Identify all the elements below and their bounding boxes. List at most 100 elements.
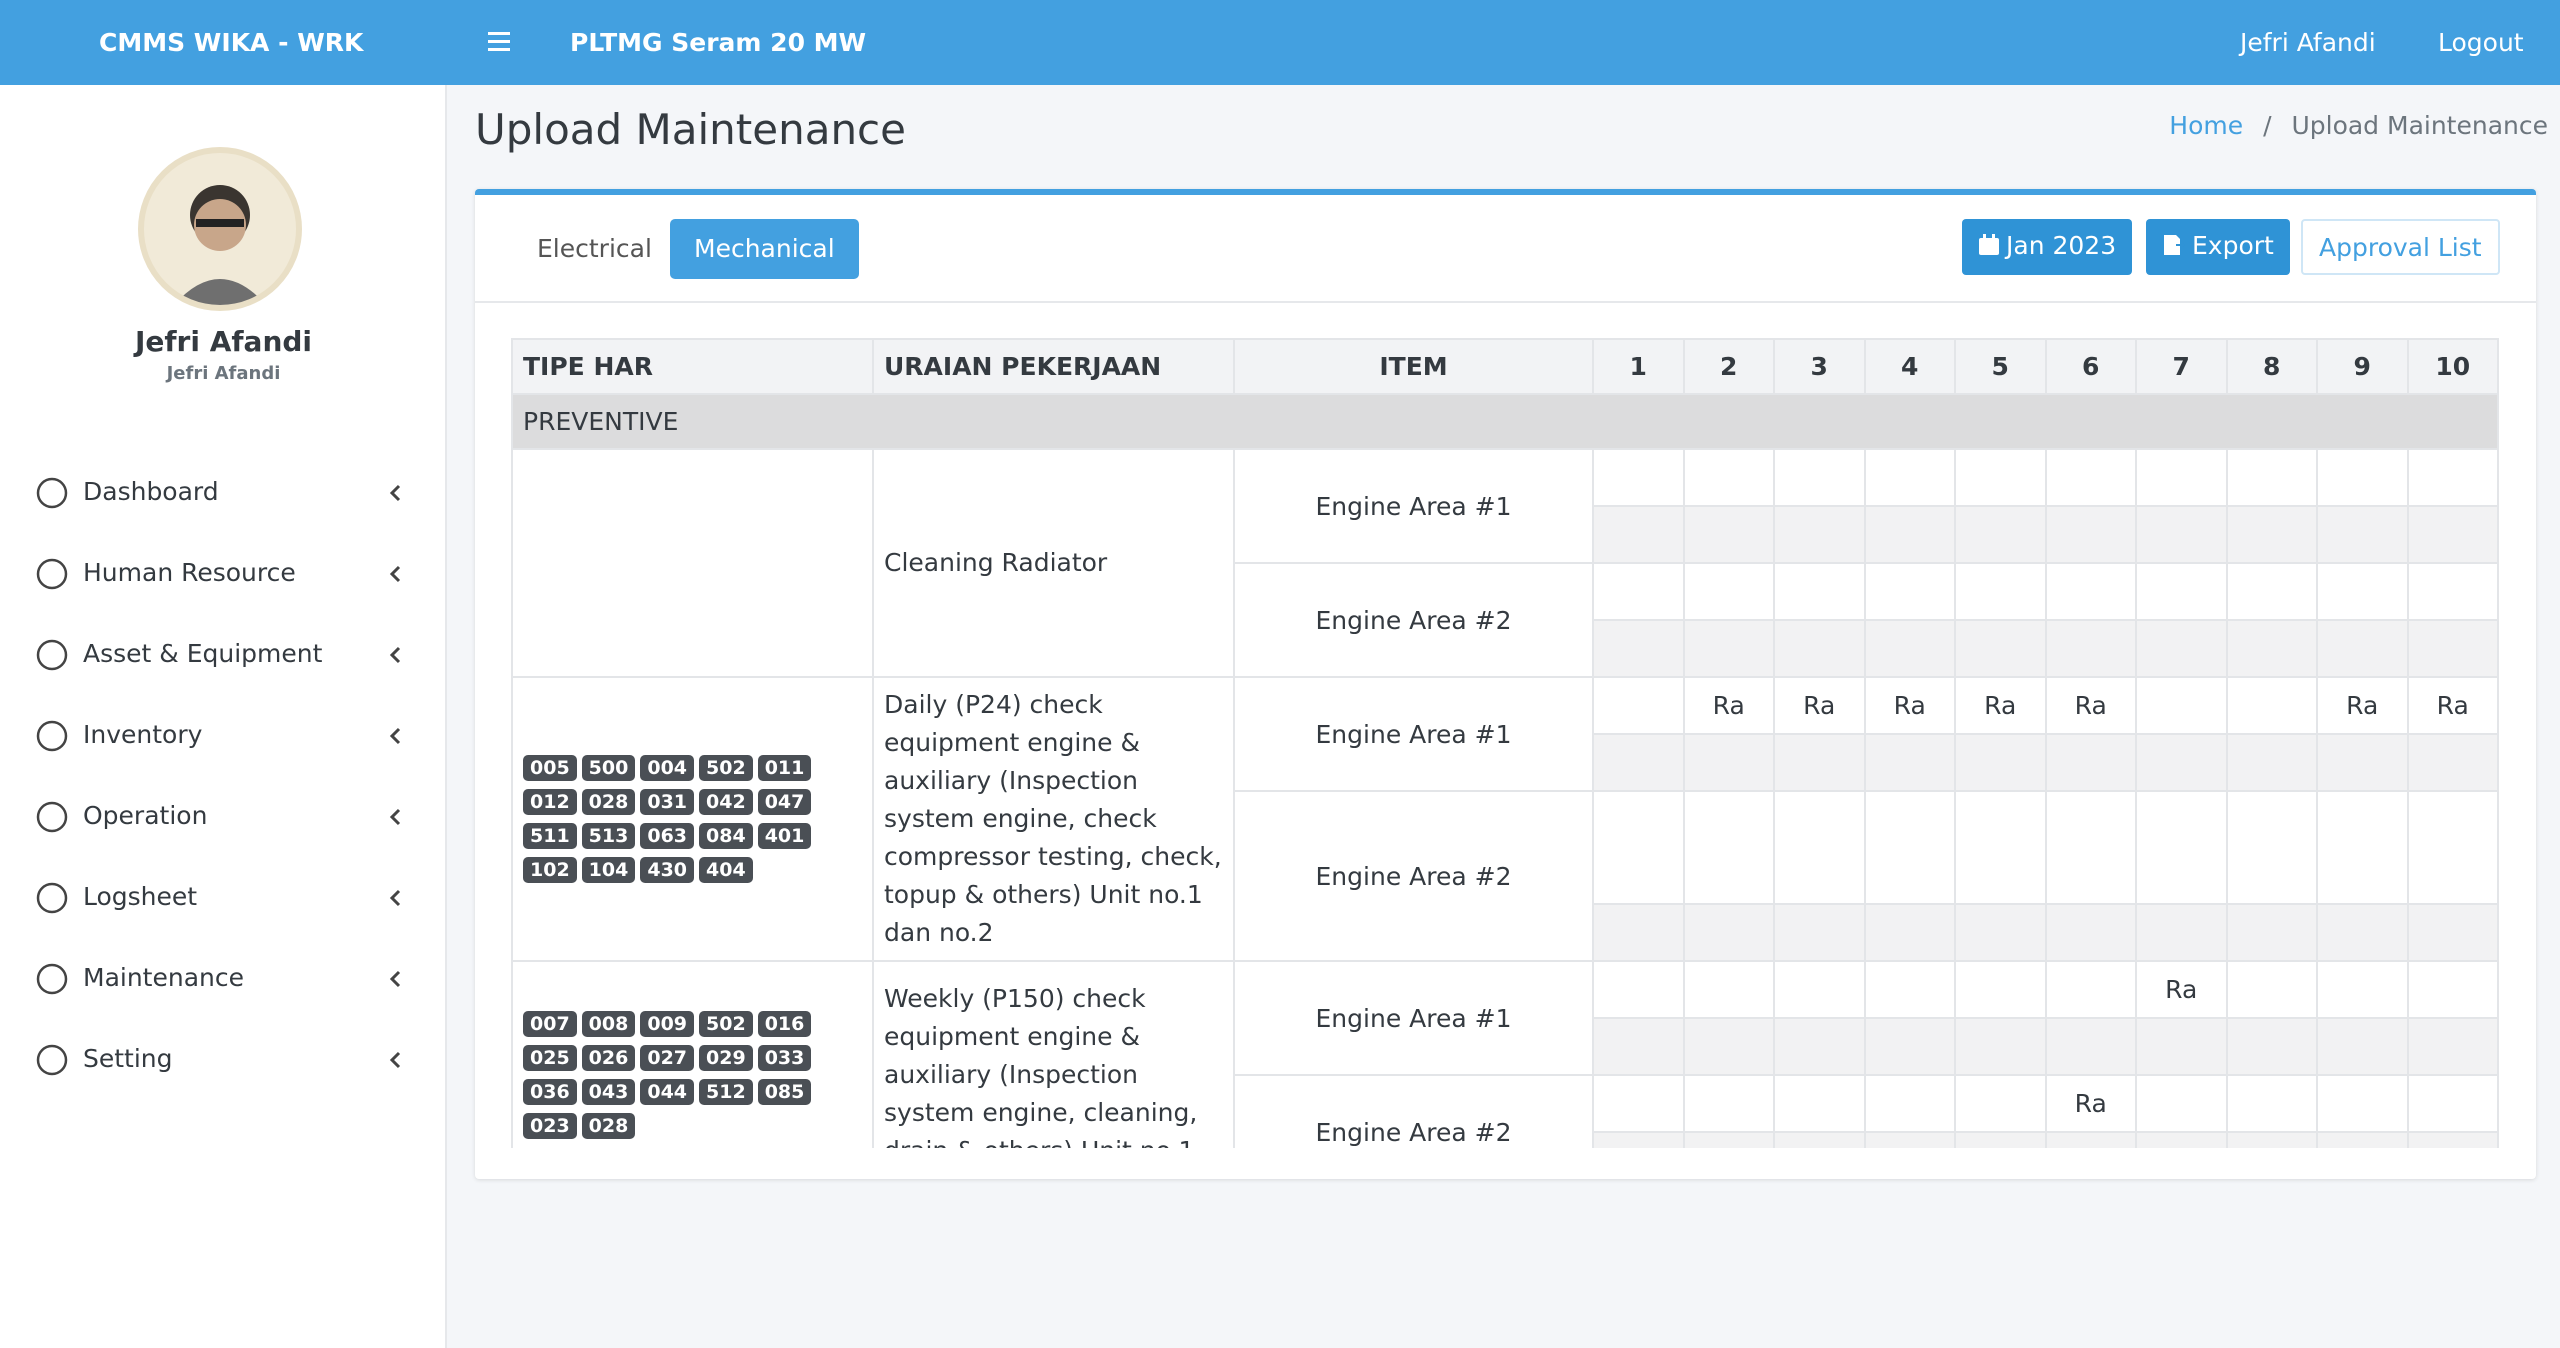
tag: 012 [523, 789, 577, 815]
menu-label: Inventory [83, 720, 203, 749]
day-cell[interactable]: Ra [1773, 676, 1866, 735]
chevron [389, 970, 401, 988]
menu-item[interactable]: Inventory [0, 702, 447, 772]
menu-item[interactable]: Asset & Equipment [0, 621, 447, 691]
tag: 502 [699, 755, 753, 781]
day-cell[interactable] [2135, 562, 2228, 621]
day-cell[interactable] [2316, 1074, 2409, 1133]
day-cell[interactable] [1863, 790, 1956, 905]
tags-cell: 007 008 009 502 016 025 026 027 029 033 036 043 044 5… [511, 960, 874, 1148]
day-subcell [2135, 505, 2228, 564]
description: Weekly (P150) check equipment engine & a… [872, 960, 1235, 1148]
day-cell[interactable] [1954, 562, 2047, 621]
day-cell[interactable] [1682, 1074, 1775, 1133]
day-cell[interactable]: Ra [1863, 676, 1956, 735]
day-cell[interactable] [2135, 790, 2228, 905]
day-cell[interactable] [1592, 562, 1685, 621]
day-cell[interactable] [2225, 1074, 2318, 1133]
day-header: 9 [2316, 338, 2409, 395]
brand[interactable]: CMMS WIKA - WRK [99, 28, 364, 57]
approval-list-button[interactable]: Approval List [2301, 219, 2500, 275]
day-cell[interactable] [1863, 1074, 1956, 1133]
day-cell[interactable] [2316, 448, 2409, 507]
day-cell[interactable] [1773, 790, 1866, 905]
tag: 044 [640, 1079, 695, 1105]
day-value: Ra [1803, 691, 1836, 720]
menu-icon [36, 882, 68, 914]
tab-electrical[interactable]: Electrical [537, 234, 652, 263]
day-cell[interactable] [2406, 960, 2499, 1019]
day-cell[interactable] [2135, 448, 2228, 507]
chevron [389, 727, 401, 745]
day-cell[interactable] [2316, 960, 2409, 1019]
day-cell[interactable]: Ra [2406, 676, 2499, 735]
user-name[interactable]: Jefri Afandi [2240, 28, 2376, 57]
day-cell[interactable]: Ra [2135, 960, 2228, 1019]
menu-label: Logsheet [83, 882, 198, 911]
menu-item[interactable]: Logsheet [0, 864, 447, 934]
tab-mechanical[interactable]: Mechanical [670, 219, 859, 279]
day-cell[interactable] [1682, 790, 1775, 905]
day-cell[interactable] [2225, 960, 2318, 1019]
day-cell[interactable]: Ra [2316, 676, 2409, 735]
day-cell[interactable] [1592, 448, 1685, 507]
day-cell[interactable] [2225, 790, 2318, 905]
day-cell[interactable] [2406, 790, 2499, 905]
day-cell[interactable] [2044, 448, 2137, 507]
day-cell[interactable] [1592, 1074, 1685, 1133]
day-cell[interactable] [2225, 676, 2318, 735]
day-cell[interactable] [1954, 1074, 2047, 1133]
day-subcell [2316, 733, 2409, 792]
day-cell[interactable] [2044, 562, 2137, 621]
day-cell[interactable] [2225, 562, 2318, 621]
tag: 009 [640, 1011, 695, 1037]
breadcrumb-home[interactable]: Home [2169, 111, 2244, 140]
day-cell[interactable] [1682, 448, 1775, 507]
day-cell[interactable]: Ra [2044, 1074, 2137, 1133]
day-cell[interactable] [1592, 960, 1685, 1019]
day-cell[interactable] [2135, 1074, 2228, 1133]
tag: 005 [523, 755, 577, 781]
menu-toggle[interactable] [488, 30, 512, 54]
day-value: Ra [2346, 691, 2379, 720]
day-cell[interactable] [1592, 676, 1685, 735]
menu-item[interactable]: Human Resource [0, 540, 447, 610]
day-cell[interactable] [1863, 448, 1956, 507]
day-cell[interactable]: Ra [2044, 676, 2137, 735]
day-cell[interactable] [2406, 562, 2499, 621]
menu-label: Maintenance [83, 963, 244, 992]
day-cell[interactable] [1592, 790, 1685, 905]
menu-item[interactable]: Maintenance [0, 945, 447, 1015]
day-cell[interactable] [1773, 562, 1866, 621]
day-cell[interactable] [1773, 448, 1866, 507]
day-cell[interactable] [1863, 960, 1956, 1019]
day-cell[interactable] [1773, 1074, 1866, 1133]
day-cell[interactable] [1863, 562, 1956, 621]
day-cell[interactable] [2406, 1074, 2499, 1133]
day-cell[interactable] [2316, 790, 2409, 905]
day-cell[interactable] [2044, 790, 2137, 905]
day-cell[interactable] [1954, 790, 2047, 905]
export-button[interactable]: Export [2146, 219, 2290, 275]
item-name: Engine Area #1 [1233, 960, 1594, 1076]
day-cell[interactable] [2044, 960, 2137, 1019]
menu-item[interactable]: Dashboard [0, 459, 447, 529]
day-cell[interactable]: Ra [1682, 676, 1775, 735]
day-cell[interactable] [2225, 448, 2318, 507]
day-cell[interactable] [2316, 562, 2409, 621]
day-cell[interactable] [1682, 562, 1775, 621]
day-cell[interactable] [1773, 960, 1866, 1019]
day-cell[interactable]: Ra [1954, 676, 2047, 735]
day-cell[interactable] [1682, 960, 1775, 1019]
chevron [389, 646, 401, 664]
day-cell[interactable] [2135, 676, 2228, 735]
day-subcell [2316, 505, 2409, 564]
logout[interactable]: Logout [2438, 28, 2524, 57]
day-cell[interactable] [1954, 448, 2047, 507]
month-button[interactable]: Jan 2023 [1962, 219, 2133, 275]
tag: 008 [581, 1011, 636, 1037]
menu-item[interactable]: Setting [0, 1026, 447, 1096]
day-cell[interactable] [2406, 448, 2499, 507]
menu-item[interactable]: Operation [0, 783, 447, 853]
day-cell[interactable] [1954, 960, 2047, 1019]
